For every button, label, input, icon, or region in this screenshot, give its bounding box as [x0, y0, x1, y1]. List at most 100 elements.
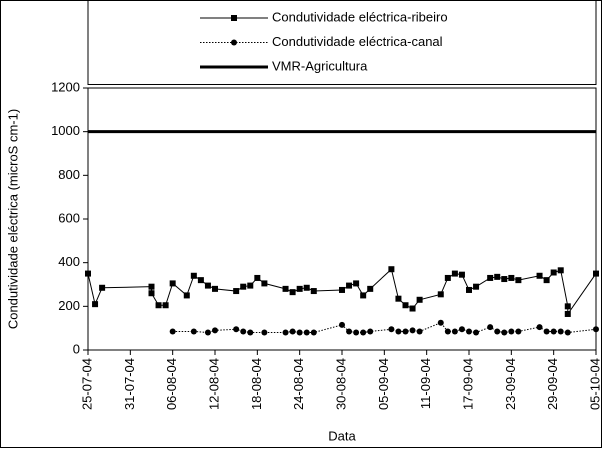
- legend-marker: [231, 39, 237, 46]
- data-point: [564, 310, 571, 317]
- y-tick-label: 1000: [51, 123, 80, 138]
- data-point: [289, 328, 296, 335]
- data-point: [155, 302, 162, 309]
- data-point: [353, 280, 360, 287]
- data-point: [148, 283, 155, 290]
- data-point: [346, 328, 353, 335]
- data-point: [212, 285, 218, 292]
- data-point: [92, 301, 99, 308]
- x-tick-label: 29-09-04: [545, 358, 560, 410]
- data-point: [247, 282, 254, 289]
- data-point: [162, 302, 169, 309]
- legend-label: Condutividade eléctrica-ribeiro: [272, 9, 448, 24]
- data-point: [473, 283, 480, 290]
- data-point: [240, 328, 247, 335]
- data-point: [99, 284, 106, 291]
- data-point: [247, 329, 254, 336]
- data-point: [282, 329, 289, 336]
- data-point: [508, 328, 515, 335]
- x-tick-label: 06-08-04: [164, 358, 179, 410]
- data-point: [169, 280, 176, 287]
- y-tick-label: 800: [58, 167, 80, 182]
- x-tick-label: 24-08-04: [291, 358, 306, 410]
- data-point: [402, 328, 409, 335]
- x-tick-label: 05-09-04: [376, 358, 391, 410]
- data-point: [85, 270, 91, 277]
- data-point: [466, 286, 472, 293]
- data-point: [451, 270, 458, 277]
- data-point: [367, 328, 374, 335]
- data-point: [388, 266, 395, 273]
- data-point: [515, 328, 522, 335]
- x-tick-label: 25-07-04: [79, 358, 94, 410]
- data-point: [310, 288, 317, 295]
- legend-label: VMR-Agricultura: [272, 58, 368, 73]
- x-tick-label: 11-09-04: [418, 358, 433, 409]
- data-point: [515, 277, 522, 284]
- legend-marker: [231, 15, 237, 21]
- data-point: [346, 282, 353, 289]
- data-point: [310, 329, 317, 336]
- data-point: [458, 271, 465, 278]
- data-point: [550, 328, 557, 335]
- data-point: [550, 269, 557, 276]
- y-tick-label: 200: [58, 298, 80, 313]
- data-point: [501, 329, 508, 336]
- data-point: [508, 274, 515, 281]
- y-tick-label: 1200: [51, 79, 80, 94]
- data-point: [169, 328, 176, 335]
- data-point: [261, 329, 268, 336]
- x-axis-label: Data: [328, 428, 356, 443]
- legend-label: Condutividade eléctrica-canal: [272, 34, 443, 49]
- data-point: [543, 277, 550, 284]
- data-point: [303, 284, 310, 291]
- data-point: [402, 302, 409, 309]
- legend-box: [87, 0, 597, 85]
- data-point: [487, 274, 494, 281]
- data-point: [197, 277, 204, 284]
- data-point: [536, 272, 543, 279]
- data-point: [360, 292, 367, 299]
- data-point: [190, 328, 197, 335]
- data-point: [261, 280, 268, 287]
- data-point: [395, 295, 402, 302]
- data-point: [303, 329, 310, 336]
- data-point: [444, 274, 451, 281]
- data-point: [353, 329, 360, 336]
- data-point: [233, 288, 240, 295]
- x-tick-label: 12-08-04: [206, 358, 221, 410]
- data-point: [204, 282, 211, 289]
- y-tick-label: 600: [58, 210, 80, 225]
- data-point: [501, 276, 508, 283]
- data-point: [494, 328, 501, 335]
- data-point: [409, 305, 416, 312]
- data-point: [388, 326, 395, 333]
- data-point: [204, 329, 211, 336]
- x-tick-label: 05-10-04: [587, 358, 602, 410]
- y-axis-label: Condutividade eléctrica (microS cm-1): [5, 109, 20, 329]
- data-point: [190, 272, 197, 279]
- data-point: [212, 327, 218, 334]
- y-tick-label: 400: [58, 254, 80, 269]
- data-point: [296, 329, 303, 336]
- data-point: [409, 327, 416, 334]
- data-point: [444, 328, 451, 335]
- data-point: [557, 328, 564, 335]
- data-point: [494, 273, 501, 280]
- data-point: [367, 285, 374, 292]
- data-point: [458, 326, 465, 333]
- x-tick-label: 18-08-04: [249, 358, 264, 410]
- x-tick-label: 30-08-04: [333, 358, 348, 410]
- data-point: [536, 324, 543, 331]
- data-point: [416, 328, 423, 335]
- data-point: [360, 329, 367, 336]
- data-point: [466, 328, 472, 335]
- data-point: [289, 289, 296, 296]
- data-point: [437, 291, 444, 298]
- data-point: [254, 274, 261, 281]
- data-point: [339, 321, 345, 328]
- x-tick-label: 31-07-04: [122, 358, 137, 410]
- data-point: [416, 296, 423, 303]
- x-tick-label: 17-09-04: [460, 358, 475, 410]
